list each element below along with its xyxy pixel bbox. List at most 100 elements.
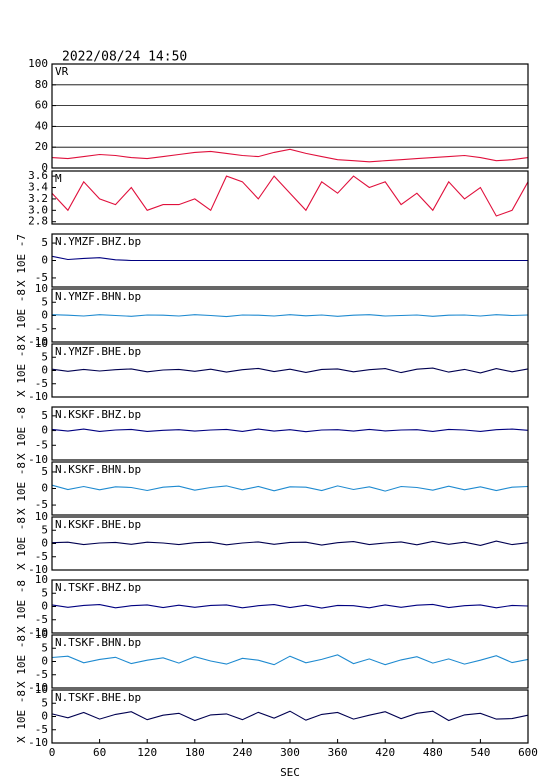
trace bbox=[51, 654, 529, 666]
y-tick-label: 0 bbox=[41, 655, 48, 668]
y-tick-label: 5 bbox=[41, 295, 48, 308]
y-tick-label: 0 bbox=[41, 710, 48, 723]
y-tick-label: -10 bbox=[28, 681, 48, 694]
y-tick-label: 5 bbox=[41, 350, 48, 363]
trace bbox=[51, 710, 529, 722]
x-tick-label: 540 bbox=[470, 746, 490, 759]
chart-title: 2022/08/24 14:50 bbox=[62, 50, 187, 65]
panel-label: N.TSKF.BHE.bp bbox=[55, 691, 141, 704]
y-tick-label: -10 bbox=[28, 626, 48, 639]
y-tick-label: -10 bbox=[28, 563, 48, 576]
y-tick-label: 0 bbox=[41, 254, 48, 267]
y-tick-label: 100 bbox=[28, 57, 48, 70]
panel-label: N.KSKF.BHE.bp bbox=[55, 518, 141, 531]
panel-frame bbox=[51, 343, 529, 398]
x-tick-label: 120 bbox=[137, 746, 157, 759]
trace bbox=[51, 255, 528, 262]
y-axis-label: X 10E -7 bbox=[15, 234, 28, 287]
trace bbox=[51, 367, 529, 374]
y-tick-label: -5 bbox=[35, 498, 48, 511]
x-axis-label: SEC bbox=[280, 766, 300, 779]
panel-label: N.YMZF.BHE.bp bbox=[55, 345, 141, 358]
x-tick-label: 300 bbox=[280, 746, 300, 759]
y-tick-label: -5 bbox=[35, 613, 48, 626]
panel-frame bbox=[51, 406, 529, 461]
x-tick-label: 360 bbox=[328, 746, 348, 759]
y-tick-label: 3.4 bbox=[28, 181, 48, 194]
x-tick-label: 600 bbox=[518, 746, 538, 759]
trace bbox=[51, 484, 529, 492]
panel-label: N.YMZF.BHN.bp bbox=[55, 290, 141, 303]
panel-frame bbox=[51, 579, 529, 634]
y-tick-label: 3.2 bbox=[28, 192, 48, 205]
y-axis-label: X 10E -8 bbox=[15, 407, 28, 460]
x-tick-label: 420 bbox=[375, 746, 395, 759]
y-tick-label: 0 bbox=[41, 600, 48, 613]
y-tick-label: 40 bbox=[35, 119, 48, 132]
y-tick-label: 5 bbox=[41, 641, 48, 654]
panel-frame bbox=[51, 461, 529, 516]
y-axis-label: X 10E -8 bbox=[15, 690, 28, 743]
x-tick-label: 0 bbox=[49, 746, 56, 759]
y-tick-label: -5 bbox=[35, 271, 48, 284]
y-tick-label: 60 bbox=[35, 99, 48, 112]
y-tick-label: -10 bbox=[28, 335, 48, 348]
y-axis-label: X 10E -8 bbox=[15, 344, 28, 397]
y-tick-label: 10 bbox=[35, 337, 48, 350]
trace bbox=[51, 175, 529, 217]
y-tick-label: -5 bbox=[35, 550, 48, 563]
y-tick-label: 0 bbox=[41, 309, 48, 322]
panel-label: N.KSKF.BHN.bp bbox=[55, 463, 141, 476]
y-tick-label: 10 bbox=[35, 573, 48, 586]
trace bbox=[51, 148, 529, 163]
y-tick-label: 5 bbox=[41, 465, 48, 478]
y-tick-label: -5 bbox=[35, 438, 48, 451]
trace bbox=[51, 603, 529, 609]
y-tick-label: -5 bbox=[35, 322, 48, 335]
y-tick-label: 5 bbox=[41, 696, 48, 709]
panel-label: N.KSKF.BHZ.bp bbox=[55, 408, 141, 421]
y-tick-label: -10 bbox=[28, 453, 48, 466]
y-tick-label: 10 bbox=[35, 510, 48, 523]
y-tick-label: 3.6 bbox=[28, 169, 48, 182]
x-tick-label: 60 bbox=[93, 746, 106, 759]
panel-frame bbox=[51, 634, 529, 689]
y-tick-label: -5 bbox=[35, 668, 48, 681]
y-tick-label: 20 bbox=[35, 140, 48, 153]
y-tick-label: 5 bbox=[41, 523, 48, 536]
y-tick-label: 10 bbox=[35, 282, 48, 295]
y-tick-label: 0 bbox=[41, 537, 48, 550]
y-axis-label: X 10E -8 bbox=[15, 462, 28, 515]
y-axis-label: X 10E -8 bbox=[15, 517, 28, 570]
y-tick-label: 2.8 bbox=[28, 215, 48, 228]
y-axis-label: X 10E -8 bbox=[15, 580, 28, 633]
y-axis-label: X 10E -8 bbox=[15, 289, 28, 342]
y-tick-label: 3.0 bbox=[28, 203, 48, 216]
y-tick-label: -10 bbox=[28, 736, 48, 749]
trace bbox=[51, 314, 529, 318]
panel-frame bbox=[51, 63, 529, 169]
panel-frame bbox=[51, 288, 529, 343]
x-tick-label: 180 bbox=[185, 746, 205, 759]
trace bbox=[51, 540, 529, 546]
y-tick-label: -5 bbox=[35, 377, 48, 390]
panel-label: VR bbox=[55, 65, 69, 78]
panel-frame bbox=[51, 233, 529, 288]
panel-label: M bbox=[55, 172, 62, 185]
panel-label: N.TSKF.BHZ.bp bbox=[55, 581, 141, 594]
y-tick-label: 0 bbox=[41, 161, 48, 174]
y-tick-label: -5 bbox=[35, 723, 48, 736]
panel-frame bbox=[51, 516, 529, 571]
panel-label: N.TSKF.BHN.bp bbox=[55, 636, 141, 649]
panel-frame bbox=[51, 170, 529, 225]
y-tick-label: 0 bbox=[41, 482, 48, 495]
y-tick-label: 5 bbox=[41, 409, 48, 422]
y-tick-label: 10 bbox=[35, 683, 48, 696]
y-tick-label: 5 bbox=[41, 236, 48, 249]
y-axis-label: X 10E -8 bbox=[15, 635, 28, 688]
x-tick-label: 480 bbox=[423, 746, 443, 759]
y-tick-label: 80 bbox=[35, 78, 48, 91]
y-tick-label: 0 bbox=[41, 364, 48, 377]
y-tick-label: 10 bbox=[35, 628, 48, 641]
